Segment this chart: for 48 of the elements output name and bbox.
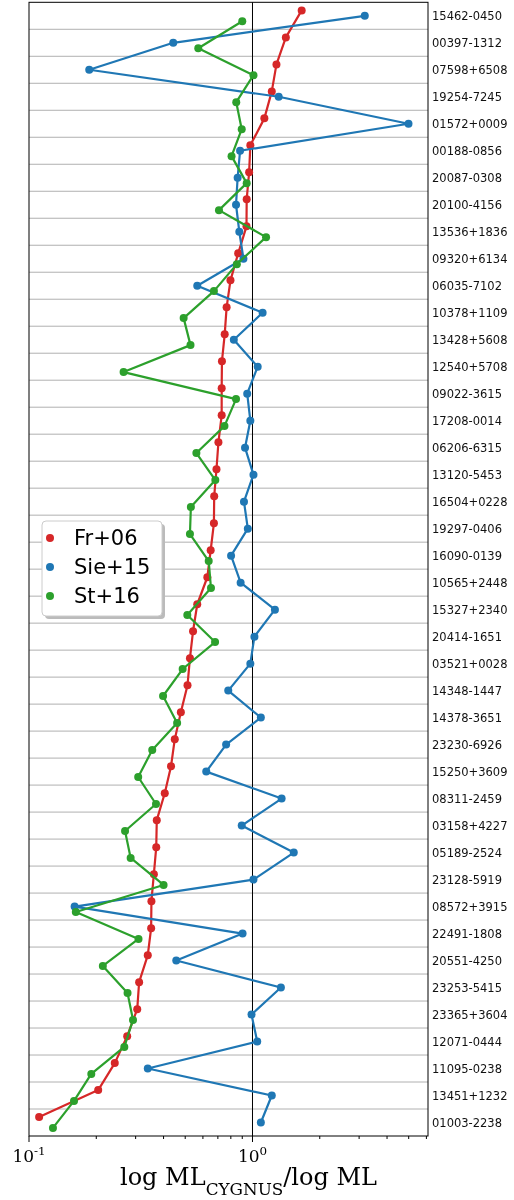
y-tick-label: 16504+0228 bbox=[432, 494, 508, 509]
y-tick-label: 12540+5708 bbox=[432, 359, 508, 374]
x-tick-label: 10$^{0}$ bbox=[237, 1144, 268, 1166]
y-tick-label: 13120-5453 bbox=[432, 467, 502, 482]
legend-label: Fr+06 bbox=[74, 526, 138, 551]
y-tick-label: 13428+5608 bbox=[432, 332, 508, 347]
y-tick-label: 14378-3651 bbox=[432, 710, 502, 725]
y-tick-label: 20551-4250 bbox=[432, 953, 502, 968]
x-tick-label: 10$^{-1}$ bbox=[12, 1144, 46, 1166]
y-tick-label: 20087-0308 bbox=[432, 170, 502, 185]
y-tick-label: 14348-1447 bbox=[432, 683, 502, 698]
y-tick-label: 12071-0444 bbox=[432, 1034, 502, 1049]
y-tick-label: 10565+2448 bbox=[432, 575, 508, 590]
y-tick-label: 01572+0009 bbox=[432, 116, 508, 131]
y-tick-label: 23128-5919 bbox=[432, 872, 502, 887]
y-tick-label: 17208-0014 bbox=[432, 413, 502, 428]
x-axis-title: log ML$_{CYGNUS}$/log ML bbox=[119, 1163, 378, 1199]
y-tick-label: 23230-6926 bbox=[432, 737, 502, 752]
y-tick-label: 06206-6315 bbox=[432, 440, 502, 455]
legend-label: St+16 bbox=[74, 584, 140, 609]
y-tick-label: 09022-3615 bbox=[432, 386, 502, 401]
y-tick-label: 07598+6508 bbox=[432, 62, 508, 77]
y-tick-label: 11095-0238 bbox=[432, 1061, 502, 1076]
y-tick-label: 15462-0450 bbox=[432, 8, 502, 23]
y-tick-label: 00188-0856 bbox=[432, 143, 502, 158]
y-tick-label: 08311-2459 bbox=[432, 791, 502, 806]
legend-label: Sie+15 bbox=[74, 555, 151, 580]
y-tick-label: 01003-2238 bbox=[432, 1115, 502, 1130]
y-tick-label: 10378+1109 bbox=[432, 305, 508, 320]
y-tick-label: 22491-1808 bbox=[432, 926, 502, 941]
y-tick-label: 19297-0406 bbox=[432, 521, 502, 536]
y-tick-label: 03521+0028 bbox=[432, 656, 508, 671]
y-tick-label: 19254-7245 bbox=[432, 89, 502, 104]
y-tick-label: 20100-4156 bbox=[432, 197, 502, 212]
y-tick-label: 16090-0139 bbox=[432, 548, 502, 563]
y-tick-label: 09320+6134 bbox=[432, 251, 508, 266]
y-tick-label: 08572+3915 bbox=[432, 899, 508, 914]
y-tick-label: 20414-1651 bbox=[432, 629, 502, 644]
y-tick-label: 23253-5415 bbox=[432, 980, 502, 995]
y-tick-label: 05189-2524 bbox=[432, 845, 502, 860]
y-tick-label: 13536+1836 bbox=[432, 224, 508, 239]
y-tick-label: 00397-1312 bbox=[432, 35, 502, 50]
y-tick-label: 13451+1232 bbox=[432, 1088, 508, 1103]
y-tick-label: 15250+3609 bbox=[432, 764, 508, 779]
y-tick-label: 03158+4227 bbox=[432, 818, 508, 833]
y-tick-label: 23365+3604 bbox=[432, 1007, 508, 1022]
y-tick-label: 06035-7102 bbox=[432, 278, 502, 293]
y-tick-label: 15327+2340 bbox=[432, 602, 508, 617]
